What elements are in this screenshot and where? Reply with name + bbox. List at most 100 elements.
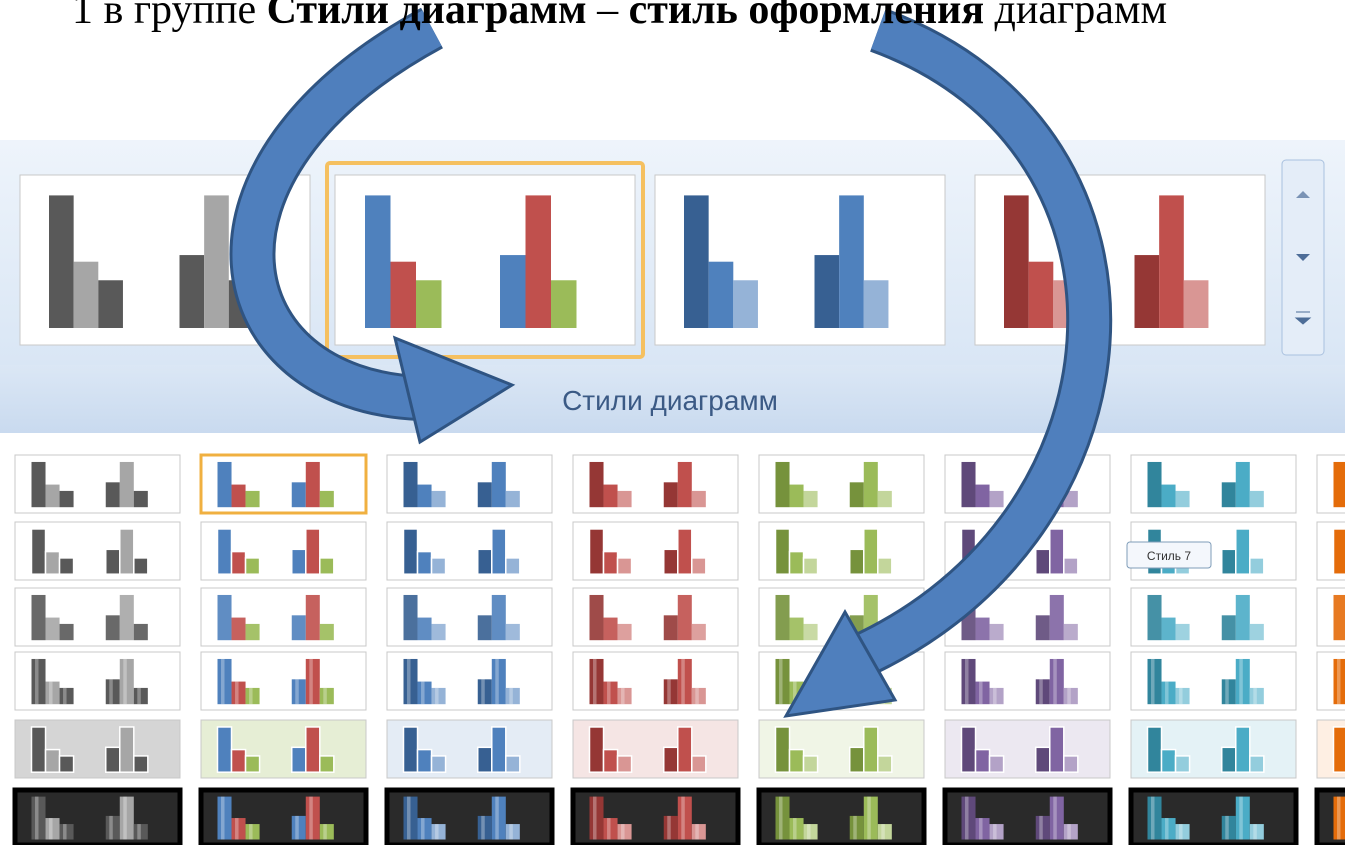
chart-style-thumbnail[interactable] bbox=[201, 652, 366, 710]
thumb-bar bbox=[604, 618, 618, 641]
thumb-bar bbox=[246, 756, 260, 772]
thumb-bar bbox=[692, 624, 706, 640]
chart-style-thumbnail[interactable] bbox=[15, 455, 180, 513]
chart-style-thumbnail[interactable] bbox=[759, 455, 924, 513]
chart-style-thumbnail[interactable] bbox=[15, 588, 180, 646]
chart-style-thumbnail[interactable] bbox=[201, 522, 366, 580]
chart-style-thumbnail[interactable] bbox=[15, 720, 180, 778]
chart-style-thumbnail[interactable] bbox=[387, 790, 552, 845]
thumb-bar bbox=[604, 818, 618, 839]
thumb-bar-shine bbox=[965, 659, 969, 704]
thumb-bar bbox=[709, 262, 734, 328]
chart-style-thumbnail[interactable] bbox=[387, 720, 552, 778]
thumb-bar bbox=[678, 727, 692, 772]
thumb-bar-shine bbox=[309, 659, 313, 704]
chart-style-thumbnail[interactable] bbox=[387, 522, 552, 580]
chart-style-thumbnail[interactable] bbox=[945, 790, 1110, 845]
chart-style-thumbnail[interactable] bbox=[1131, 588, 1296, 646]
chart-style-thumbnail[interactable] bbox=[759, 720, 924, 778]
thumb-bar bbox=[1064, 558, 1078, 574]
thumb-bar-shine bbox=[249, 688, 253, 704]
chart-style-thumbnail[interactable] bbox=[573, 522, 738, 580]
thumb-bar bbox=[246, 624, 260, 640]
thumb-bar bbox=[32, 797, 46, 840]
chart-style-thumbnail[interactable] bbox=[387, 588, 552, 646]
thumb-bar bbox=[692, 756, 706, 772]
thumb-bar-shine bbox=[137, 688, 141, 704]
thumb-bar-shine bbox=[621, 688, 625, 704]
chart-style-thumbnail[interactable] bbox=[573, 588, 738, 646]
thumb-bar bbox=[850, 816, 864, 840]
chart-style-thumbnail[interactable] bbox=[201, 588, 366, 646]
thumb-bar bbox=[1176, 756, 1190, 772]
chart-style-thumbnail[interactable] bbox=[1317, 522, 1345, 580]
chart-style-thumbnail[interactable] bbox=[1317, 790, 1345, 845]
chart-style-thumbnail[interactable] bbox=[387, 652, 552, 710]
chart-style-thumbnail[interactable] bbox=[945, 652, 1110, 710]
chart-style-thumbnail[interactable] bbox=[15, 652, 180, 710]
thumb-bar-shine bbox=[881, 824, 885, 839]
thumb-bar bbox=[976, 818, 990, 839]
thumb-bar-shine bbox=[63, 688, 67, 704]
thumb-bar bbox=[432, 756, 446, 772]
chart-style-thumbnail[interactable] bbox=[201, 455, 366, 513]
chart-style-thumbnail[interactable] bbox=[201, 790, 366, 845]
thumb-bar bbox=[1036, 615, 1050, 640]
thumb-bar bbox=[1148, 727, 1162, 772]
chart-style-thumbnail[interactable] bbox=[1131, 455, 1296, 513]
thumb-bar bbox=[1250, 558, 1264, 574]
thumb-bar bbox=[404, 529, 418, 574]
chart-style-thumbnail[interactable] bbox=[759, 790, 924, 845]
chart-style-thumbnail[interactable] bbox=[1131, 652, 1296, 710]
thumb-bar bbox=[232, 618, 246, 641]
chart-style-thumbnail[interactable] bbox=[759, 522, 924, 580]
thumb-bar bbox=[664, 615, 678, 640]
thumb-bar bbox=[1236, 797, 1250, 840]
chart-style-thumbnail[interactable] bbox=[1317, 588, 1345, 646]
thumb-bar bbox=[850, 549, 864, 574]
thumb-bar bbox=[506, 624, 520, 640]
chart-style-thumbnail[interactable] bbox=[1317, 720, 1345, 778]
thumb-bar bbox=[1135, 255, 1160, 328]
thumb-bar bbox=[418, 552, 432, 575]
thumb-bar bbox=[864, 280, 889, 328]
thumb-bar bbox=[32, 595, 46, 640]
thumb-bar bbox=[134, 558, 148, 574]
chart-style-thumbnail[interactable] bbox=[975, 175, 1265, 345]
thumb-bar bbox=[850, 482, 864, 507]
thumb-bar-shine bbox=[965, 797, 969, 840]
chart-style-thumbnail[interactable] bbox=[573, 790, 738, 845]
chart-style-thumbnail[interactable] bbox=[387, 455, 552, 513]
thumb-bar bbox=[106, 747, 120, 772]
thumb-bar-shine bbox=[309, 797, 313, 840]
chart-style-thumbnail[interactable] bbox=[945, 720, 1110, 778]
chart-style-thumbnail[interactable] bbox=[573, 720, 738, 778]
chart-style-thumbnail[interactable] bbox=[1131, 720, 1296, 778]
thumb-bar bbox=[1236, 659, 1250, 704]
thumb-bar bbox=[590, 659, 604, 704]
thumb-bar bbox=[98, 280, 123, 328]
thumb-bar bbox=[590, 595, 604, 640]
thumb-bar-shine bbox=[123, 659, 127, 704]
tooltip: Стиль 7 bbox=[1127, 542, 1211, 568]
chart-style-thumbnail[interactable] bbox=[655, 175, 945, 345]
thumb-bar bbox=[1222, 482, 1236, 507]
thumb-bar-shine bbox=[421, 682, 425, 705]
chart-style-thumbnail[interactable] bbox=[573, 652, 738, 710]
thumb-bar-shine bbox=[221, 659, 225, 704]
chart-style-thumbnail[interactable] bbox=[1131, 790, 1296, 845]
chart-style-thumbnail[interactable] bbox=[335, 175, 635, 345]
thumb-bar bbox=[618, 624, 632, 640]
thumb-bar bbox=[1236, 595, 1250, 640]
thumb-bar bbox=[418, 750, 432, 773]
chart-style-thumbnail[interactable] bbox=[573, 455, 738, 513]
chart-style-thumbnail[interactable] bbox=[1317, 455, 1345, 513]
chart-style-thumbnail[interactable] bbox=[201, 720, 366, 778]
thumb-bar bbox=[418, 485, 432, 508]
thumb-bar bbox=[776, 595, 790, 640]
chart-style-thumbnail[interactable] bbox=[15, 522, 180, 580]
chart-style-thumbnail[interactable] bbox=[1317, 652, 1345, 710]
thumb-bar-shine bbox=[49, 818, 53, 839]
thumb-bar-shine bbox=[35, 797, 39, 840]
chart-style-thumbnail[interactable] bbox=[15, 790, 180, 845]
